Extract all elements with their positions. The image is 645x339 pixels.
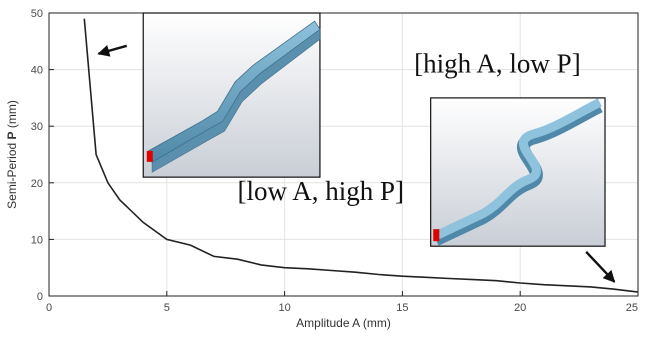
y-tick-label: 50 <box>31 8 43 20</box>
waveguide-top-face <box>433 98 602 240</box>
y-axis-label: Semi-Period P (mm) <box>5 100 19 209</box>
annotation-low-a-high-p: [low A, high P] <box>237 176 404 206</box>
y-axis-ticks: 0 10 20 30 40 50 <box>31 8 54 303</box>
plot-area-frame <box>48 12 639 297</box>
y-tick-label: 40 <box>31 65 43 77</box>
arrow-to-high-p-end <box>97 44 128 57</box>
x-tick-label: 5 <box>164 302 170 314</box>
y-axis-label-suffix: (mm) <box>5 100 19 131</box>
inset-low-amplitude-waveguide <box>142 12 321 178</box>
y-tick-label: 0 <box>37 291 43 303</box>
y-axis-label-symbol: P <box>5 131 19 139</box>
y-tick-label: 10 <box>31 234 43 246</box>
series-line <box>83 18 639 293</box>
x-tick-label: 20 <box>514 302 526 314</box>
input-port-marker <box>433 229 440 242</box>
x-axis-ticks: 0 5 10 15 20 25 <box>46 291 639 314</box>
inset-high-amplitude-waveguide <box>430 97 606 247</box>
x-axis-label: Amplitude A (mm) <box>296 316 391 330</box>
arrow-to-low-p-end <box>585 251 616 283</box>
annotation-high-a-low-p: [high A, low P] <box>414 48 581 78</box>
x-tick-label: 0 <box>46 302 52 314</box>
x-tick-label: 10 <box>278 302 290 314</box>
waveguide-side-face <box>151 28 321 173</box>
insets <box>142 12 606 247</box>
y-tick-label: 30 <box>31 121 43 133</box>
input-port-marker <box>146 150 153 162</box>
x-tick-label: 15 <box>396 302 408 314</box>
y-tick-label: 20 <box>31 178 43 190</box>
y-axis-label-prefix: Semi-Period <box>5 139 19 208</box>
arrows <box>97 44 616 283</box>
x-tick-label: 25 <box>626 302 638 314</box>
